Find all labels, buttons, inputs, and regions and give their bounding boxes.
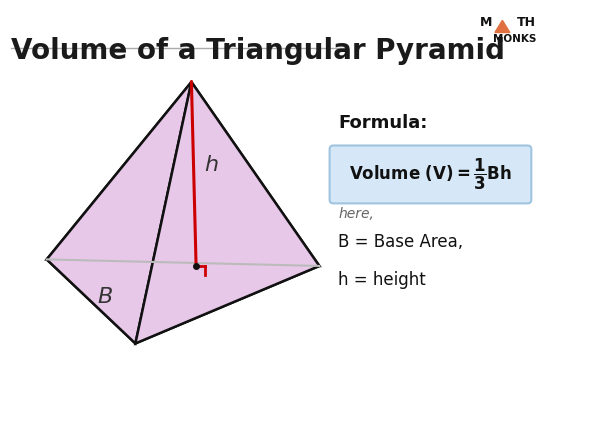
Polygon shape (47, 259, 319, 343)
Text: h = height: h = height (338, 271, 426, 289)
Text: h: h (205, 155, 218, 175)
Polygon shape (47, 82, 191, 343)
Polygon shape (495, 20, 510, 33)
Text: B = Base Area,: B = Base Area, (338, 233, 463, 251)
Text: $\mathbf{Volume\ (V) = \dfrac{1}{3}Bh}$: $\mathbf{Volume\ (V) = \dfrac{1}{3}Bh}$ (349, 157, 512, 192)
Polygon shape (136, 82, 319, 343)
Text: Volume of a Triangular Pyramid: Volume of a Triangular Pyramid (11, 37, 505, 65)
Text: M: M (480, 16, 493, 29)
Text: MONKS: MONKS (493, 34, 536, 45)
Text: B: B (97, 287, 112, 307)
FancyBboxPatch shape (329, 145, 532, 204)
Polygon shape (47, 82, 319, 266)
Text: TH: TH (517, 16, 536, 29)
Text: here,: here, (338, 207, 374, 221)
Text: Formula:: Formula: (338, 114, 427, 132)
